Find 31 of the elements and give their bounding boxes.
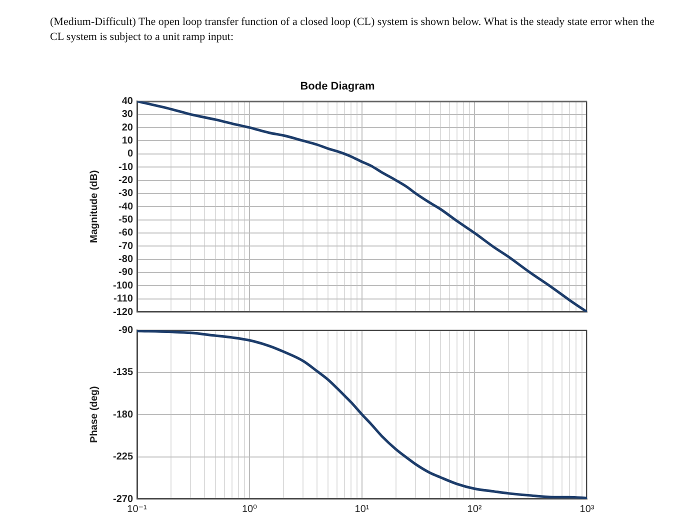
y-tick-label: -40 bbox=[118, 201, 134, 212]
y-tick-label: -70 bbox=[118, 240, 134, 252]
y-tick-label: 10 bbox=[122, 135, 134, 146]
y-tick-label: -60 bbox=[118, 228, 134, 239]
y-tick-label: -80 bbox=[118, 254, 134, 266]
y-tick-label: 20 bbox=[122, 122, 134, 134]
y-tick-label: -270 bbox=[112, 494, 134, 505]
y-tick-label: -10 bbox=[118, 162, 134, 173]
y-axis-title: Magnitude (dB) bbox=[88, 170, 100, 243]
x-tick-label: 10² bbox=[467, 504, 482, 515]
y-tick-label: -110 bbox=[114, 294, 134, 305]
y-axis-title: Phase (deg) bbox=[88, 386, 100, 443]
x-tick-label: 10⁰ bbox=[242, 504, 258, 515]
y-tick-label: 0 bbox=[127, 148, 134, 160]
y-tick-label: 40 bbox=[122, 96, 134, 107]
text: (Medium-Difficult) The open loop transfer function of a closed loop (CL) system is shown below. What is the steady state error when the CL system is subject to a unit ramp input: bbox=[50, 15, 655, 45]
y-tick-label: -30 bbox=[118, 188, 134, 200]
y-tick-label: -120 bbox=[112, 306, 134, 318]
x-tick-label: 10³ bbox=[580, 504, 595, 515]
chart-title: Bode Diagram bbox=[300, 80, 375, 93]
y-tick-label: -180 bbox=[112, 409, 134, 420]
y-tick-label: -50 bbox=[118, 214, 134, 226]
y-tick-label: 30 bbox=[122, 109, 134, 120]
y-tick-label: -20 bbox=[118, 175, 134, 186]
y-tick-label: -90 bbox=[118, 324, 134, 336]
y-tick-label: -135 bbox=[112, 367, 134, 378]
y-tick-label: -100 bbox=[112, 280, 134, 292]
x-tick-label: 10¹ bbox=[354, 504, 370, 515]
x-tick-label: 10⁻¹ bbox=[127, 504, 148, 515]
y-tick-label: -90 bbox=[118, 267, 134, 278]
y-tick-label: -225 bbox=[112, 452, 134, 462]
